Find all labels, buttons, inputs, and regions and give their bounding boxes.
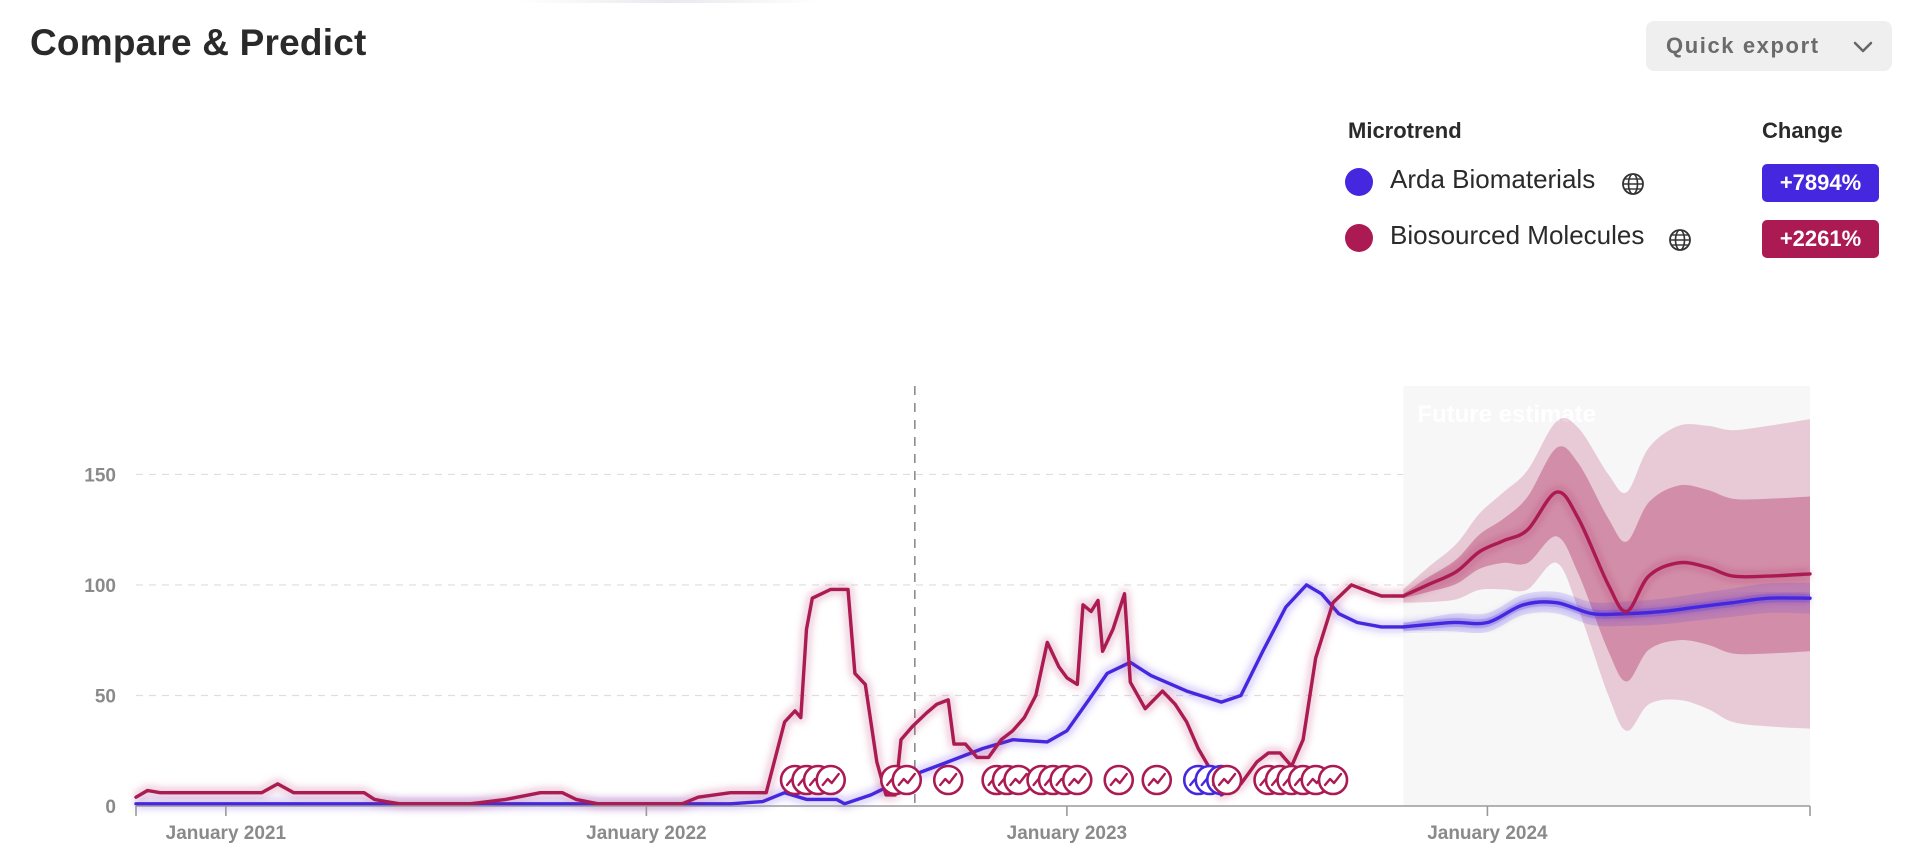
top-fade-decoration — [520, 0, 820, 3]
forecast-band-inner — [1403, 446, 1810, 682]
future-estimate-background — [1403, 386, 1810, 806]
chart-axes: 0 50 100 150 January 2021 January 2022 January… — [84, 465, 1811, 844]
quick-export-button[interactable]: Quick export — [1646, 21, 1892, 71]
series-line — [134, 583, 1405, 806]
event-badge[interactable] — [891, 764, 923, 796]
trend-up-icon — [1323, 772, 1343, 787]
event-badge[interactable] — [1211, 764, 1243, 796]
event-badge-circle — [1141, 764, 1173, 796]
legend: Microtrend Change Arda Biomaterials +789… — [1340, 118, 1900, 268]
legend-item-label: Arda Biomaterials — [1390, 164, 1596, 194]
event-badge-circle — [1103, 764, 1135, 796]
globe-icon[interactable] — [1621, 172, 1645, 196]
y-tick-label: 0 — [105, 797, 116, 818]
page-title: Compare & Predict — [30, 22, 367, 63]
event-badge-circle — [932, 764, 964, 796]
legend-item-arda-biomaterials[interactable]: Arda Biomaterials +7894% — [1340, 160, 1900, 204]
globe-icon[interactable] — [1668, 228, 1692, 252]
forecast-band-outer — [1403, 582, 1810, 634]
trend-up-icon — [1217, 772, 1237, 787]
trend-up-icon — [1109, 772, 1128, 787]
forecast-line — [1401, 596, 1812, 629]
event-badge-circle — [891, 764, 923, 796]
x-tick-label: January 2023 — [1007, 823, 1127, 844]
chevron-down-icon — [1853, 41, 1873, 53]
series-color-dot — [1345, 168, 1373, 196]
x-tick-label: January 2022 — [586, 823, 706, 844]
event-badge[interactable] — [815, 764, 847, 796]
change-badge: +7894% — [1762, 164, 1879, 202]
legend-header-microtrend: Microtrend — [1348, 118, 1462, 143]
legend-item-biosourced-molecules[interactable]: Biosourced Molecules +2261% — [1340, 216, 1900, 260]
forecast-line — [1401, 490, 1812, 614]
y-tick-label: 50 — [95, 686, 116, 707]
event-badge-circle — [815, 764, 847, 796]
event-badge-circle — [1211, 764, 1243, 796]
change-badge: +2261% — [1762, 220, 1879, 258]
trend-up-icon — [897, 772, 916, 787]
event-badge[interactable] — [1103, 764, 1135, 796]
future-estimate-label: Future estimate — [1417, 401, 1596, 428]
y-tick-label: 150 — [84, 465, 116, 486]
trend-up-icon — [1147, 772, 1166, 787]
event-badges — [779, 764, 1349, 796]
trend-up-icon — [821, 772, 840, 787]
series-color-dot — [1345, 224, 1373, 252]
legend-item-label: Biosourced Molecules — [1390, 220, 1645, 250]
x-tick-label: January 2021 — [166, 823, 287, 844]
legend-header-change: Change — [1762, 118, 1843, 143]
future-estimate-region: Future estimate — [1403, 386, 1810, 806]
x-tick-label: January 2024 — [1427, 823, 1548, 844]
event-badge-circle — [1317, 764, 1349, 796]
y-tick-label: 100 — [84, 576, 116, 597]
trend-up-icon — [939, 772, 958, 787]
trend-up-icon — [1009, 772, 1028, 787]
event-badge[interactable] — [1141, 764, 1173, 796]
event-badge[interactable] — [1061, 764, 1093, 796]
event-badge[interactable] — [1317, 764, 1349, 796]
trend-up-icon — [1068, 772, 1087, 787]
event-badge-circle — [1061, 764, 1093, 796]
event-badge[interactable] — [932, 764, 964, 796]
quick-export-label: Quick export — [1666, 33, 1820, 58]
